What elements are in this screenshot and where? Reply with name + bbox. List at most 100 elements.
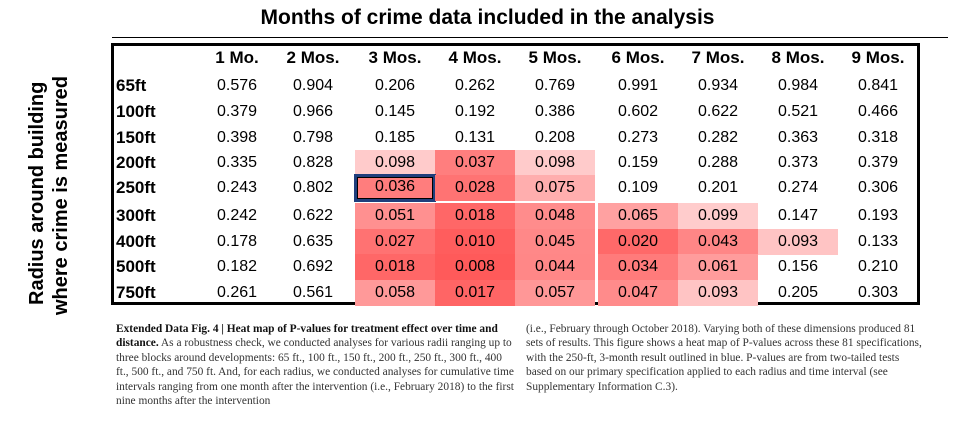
- pvalue-cell: 0.193: [857, 207, 899, 224]
- pvalue-cell: 0.242: [216, 207, 258, 224]
- pvalue-cell: 0.156: [777, 258, 819, 275]
- row-label: 500ft: [116, 257, 156, 276]
- pvalue-cell: 0.991: [617, 77, 659, 94]
- row-label: 250ft: [116, 178, 156, 197]
- row-label: 750ft: [116, 283, 156, 302]
- pvalue-cell: 0.398: [216, 129, 258, 146]
- pvalue-cell: 0.018: [435, 203, 515, 229]
- pvalue-cell: 0.020: [598, 229, 678, 255]
- pvalue-cell: 0.282: [697, 129, 739, 146]
- pvalue-cell: 0.692: [292, 258, 334, 275]
- pvalue-cell: 0.984: [777, 77, 819, 94]
- pvalue-cell: 0.622: [697, 103, 739, 120]
- pvalue-cell: 0.065: [598, 203, 678, 229]
- pvalue-cell: 0.145: [374, 103, 416, 120]
- column-header: 9 Mos.: [851, 48, 905, 67]
- pvalue-cell: 0.044: [515, 254, 595, 280]
- pvalue-cell: 0.027: [355, 229, 435, 255]
- pvalue-cell: 0.147: [777, 207, 819, 224]
- pvalue-cell: 0.379: [857, 154, 899, 171]
- pvalue-cell: 0.037: [435, 150, 515, 176]
- row-label: 65ft: [116, 76, 147, 95]
- pvalue-cell: 0.099: [678, 203, 758, 229]
- pvalue-cell: 0.192: [454, 103, 496, 120]
- pvalue-cell: 0.303: [857, 284, 899, 301]
- pvalue-cell: 0.274: [777, 179, 819, 196]
- pvalue-cell: 0.034: [598, 254, 678, 280]
- pvalue-cell: 0.048: [515, 203, 595, 229]
- caption-left-text: As a robustness check, we conducted anal…: [116, 337, 514, 408]
- pvalue-cell: 0.288: [697, 154, 739, 171]
- pvalue-cell: 0.561: [292, 284, 334, 301]
- pvalue-cell: 0.159: [617, 154, 659, 171]
- pvalue-cell: 0.133: [857, 233, 899, 250]
- caption-right-column: (i.e., February through October 2018). V…: [526, 323, 922, 393]
- pvalue-cell: 0.201: [697, 179, 739, 196]
- column-header: 7 Mos.: [691, 48, 745, 67]
- pvalue-cell: 0.018: [355, 254, 435, 280]
- column-header: 5 Mos.: [528, 48, 582, 67]
- pvalue-cell: 0.373: [777, 154, 819, 171]
- y-axis-title-line-2: where crime is measured: [50, 75, 72, 315]
- pvalue-cell: 0.045: [515, 229, 595, 255]
- pvalue-cell: 0.075: [515, 175, 595, 201]
- pvalue-cell: 0.098: [515, 150, 595, 176]
- row-label: 100ft: [116, 102, 156, 121]
- pvalue-cell: 0.109: [617, 179, 659, 196]
- pvalue-cell: 0.010: [435, 229, 515, 255]
- pvalue-cell: 0.363: [777, 129, 819, 146]
- pvalue-cell: 0.622: [292, 207, 334, 224]
- column-header: 1 Mo.: [215, 48, 259, 67]
- pvalue-cell: 0.904: [292, 77, 334, 94]
- pvalue-cell: 0.205: [777, 284, 819, 301]
- pvalue-cell: 0.206: [374, 77, 416, 94]
- row-label: 150ft: [116, 128, 156, 147]
- pvalue-cell: 0.379: [216, 103, 258, 120]
- pvalue-cell: 0.058: [355, 280, 435, 306]
- pvalue-cell: 0.043: [678, 229, 758, 255]
- pvalue-cell: 0.098: [355, 150, 435, 176]
- pvalue-cell: 0.208: [534, 129, 576, 146]
- pvalue-cell: 0.131: [454, 129, 496, 146]
- pvalue-cell: 0.243: [216, 179, 258, 196]
- pvalue-cell: 0.061: [678, 254, 758, 280]
- y-axis-title-line-1: Radius around building: [26, 81, 48, 305]
- pvalue-cell: 0.017: [435, 280, 515, 306]
- column-header: 3 Mos.: [368, 48, 422, 67]
- pvalue-cell: 0.262: [454, 77, 496, 94]
- caption-left-column: Extended Data Fig. 4 | Heat map of P-val…: [116, 322, 516, 408]
- pvalue-cell: 0.521: [777, 103, 819, 120]
- pvalue-cell: 0.466: [857, 103, 899, 120]
- outlined-pvalue-cell: 0.036: [354, 174, 436, 202]
- y-axis-title: Radius around building where crime is me…: [0, 45, 90, 315]
- column-header: 8 Mos.: [771, 48, 825, 67]
- pvalue-cell: 0.635: [292, 233, 334, 250]
- pvalue-cell: 0.008: [435, 254, 515, 280]
- pvalue-cell: 0.057: [515, 280, 595, 306]
- pvalue-cell: 0.798: [292, 129, 334, 146]
- figure-title: Months of crime data included in the ana…: [260, 6, 715, 29]
- row-label: 200ft: [116, 153, 156, 172]
- pvalue-cell: 0.185: [374, 129, 416, 146]
- column-header: 4 Mos.: [448, 48, 502, 67]
- pvalue-cell: 0.576: [216, 77, 258, 94]
- caption-heading: Extended Data Fig. 4 | Heat map of P-val…: [116, 323, 498, 350]
- pvalue-cell: 0.093: [678, 280, 758, 306]
- pvalue-cell: 0.335: [216, 154, 258, 171]
- pvalue-cell: 0.182: [216, 258, 258, 275]
- pvalue-cell: 0.934: [697, 77, 739, 94]
- row-label: 300ft: [116, 206, 156, 225]
- pvalue-cell: 0.210: [857, 258, 899, 275]
- pvalue-cell: 0.273: [617, 129, 659, 146]
- title-underline: [112, 37, 948, 38]
- pvalue-cell: 0.386: [534, 103, 576, 120]
- row-label: 400ft: [116, 232, 156, 251]
- pvalue-cell: 0.093: [758, 229, 838, 255]
- column-header: 2 Mos.: [286, 48, 340, 67]
- pvalue-cell: 0.802: [292, 179, 334, 196]
- pvalue-cell: 0.178: [216, 233, 258, 250]
- pvalue-cell: 0.261: [216, 284, 258, 301]
- pvalue-cell: 0.047: [598, 280, 678, 306]
- pvalue-cell: 0.841: [857, 77, 899, 94]
- column-header: 6 Mos.: [611, 48, 665, 67]
